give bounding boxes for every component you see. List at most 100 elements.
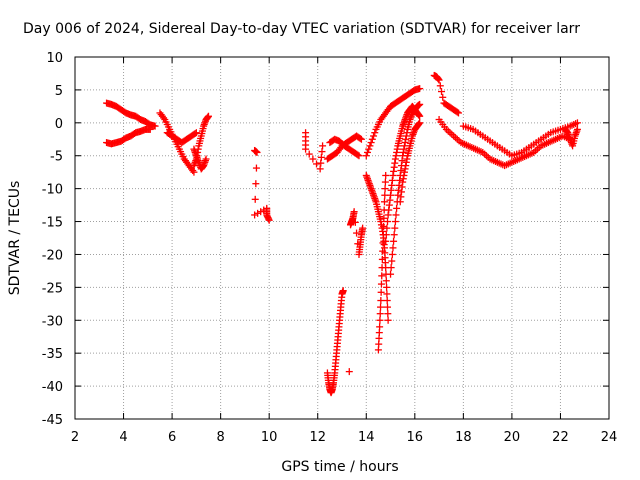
data-point xyxy=(367,139,375,147)
data-point xyxy=(351,218,359,226)
y-tick-label: 10 xyxy=(46,51,63,66)
data-point xyxy=(251,211,259,219)
y-tick-label: -10 xyxy=(42,183,63,198)
data-point xyxy=(387,264,395,272)
data-point xyxy=(438,88,446,96)
y-tick-label: -40 xyxy=(42,380,63,395)
data-point xyxy=(189,167,197,175)
data-point xyxy=(383,290,391,298)
data-point xyxy=(416,85,424,93)
data-point xyxy=(160,114,168,122)
y-tick-label: -25 xyxy=(42,281,63,296)
data-point xyxy=(388,257,396,265)
data-point xyxy=(384,303,392,311)
data-point xyxy=(252,164,260,172)
data-point xyxy=(391,218,399,226)
data-point xyxy=(363,148,371,156)
data-point xyxy=(384,310,392,318)
data-point xyxy=(151,122,159,130)
data-point xyxy=(384,218,392,226)
data-point xyxy=(416,112,424,120)
data-point xyxy=(377,288,385,296)
data-point xyxy=(389,244,397,252)
y-tick-label: -45 xyxy=(42,413,63,428)
data-point xyxy=(381,185,389,193)
data-point xyxy=(202,155,210,163)
data-point xyxy=(377,297,385,305)
data-point xyxy=(393,204,401,212)
data-point xyxy=(455,109,463,117)
data-point xyxy=(573,125,581,133)
x-tick-label: 22 xyxy=(552,430,569,445)
data-point xyxy=(384,316,392,324)
x-tick-label: 14 xyxy=(358,430,375,445)
data-point xyxy=(416,119,424,127)
data-point xyxy=(388,250,396,258)
x-tick-label: 10 xyxy=(261,430,278,445)
data-point xyxy=(416,100,424,108)
data-point xyxy=(302,145,310,153)
data-point xyxy=(382,231,390,239)
data-point xyxy=(439,93,447,101)
data-point xyxy=(391,224,399,232)
data-point xyxy=(350,208,358,216)
data-point xyxy=(190,168,198,176)
data-point xyxy=(380,214,388,222)
axis-ticks: 2 4 6 8 10 12 14 16 18 20 22 241050-5-10-15-20-25-3… xyxy=(42,51,618,445)
data-point xyxy=(370,132,378,140)
data-point xyxy=(355,152,363,160)
y-tick-label: -15 xyxy=(42,216,63,231)
data-point xyxy=(371,129,379,137)
data-point xyxy=(383,297,391,305)
x-tick-label: 6 xyxy=(168,430,176,445)
y-tick-label: 5 xyxy=(55,84,63,99)
data-point xyxy=(345,368,353,376)
y-tick-label: -5 xyxy=(50,150,63,165)
data-point xyxy=(252,180,260,188)
data-point xyxy=(383,224,391,232)
data-point xyxy=(380,198,388,206)
data-point xyxy=(435,76,443,84)
data-point xyxy=(265,216,273,224)
data-point xyxy=(366,142,374,150)
data-point xyxy=(378,255,386,263)
data-point xyxy=(192,129,200,137)
data-point xyxy=(368,135,376,143)
data-point xyxy=(254,209,262,217)
data-point xyxy=(362,152,370,160)
y-tick-label: -20 xyxy=(42,248,63,263)
data-point xyxy=(205,112,212,120)
x-axis-label: GPS time / hours xyxy=(281,459,398,475)
data-point xyxy=(573,119,581,127)
data-point xyxy=(376,310,384,318)
data-point xyxy=(377,303,385,311)
data-point xyxy=(390,231,398,239)
grid xyxy=(75,57,609,419)
data-point xyxy=(382,237,390,245)
x-tick-label: 16 xyxy=(407,430,424,445)
data-point xyxy=(339,287,347,295)
data-point xyxy=(379,247,387,255)
y-tick-label: 0 xyxy=(55,117,63,132)
data-point xyxy=(376,323,384,331)
data-point xyxy=(253,148,261,156)
x-tick-label: 24 xyxy=(601,430,618,445)
data-point xyxy=(365,145,373,153)
data-point xyxy=(382,171,390,179)
x-tick-label: 4 xyxy=(119,430,127,445)
data-point xyxy=(359,224,367,232)
data-point xyxy=(319,142,327,150)
data-points xyxy=(103,71,581,397)
y-tick-label: -30 xyxy=(42,314,63,329)
data-point xyxy=(354,151,362,159)
data-point xyxy=(436,82,444,90)
data-point xyxy=(376,316,384,324)
data-point xyxy=(309,155,317,163)
y-tick-label: -35 xyxy=(42,347,63,362)
data-point xyxy=(382,277,390,285)
x-tick-label: 12 xyxy=(309,430,326,445)
x-tick-label: 2 xyxy=(71,430,79,445)
plot-frame xyxy=(74,56,610,420)
x-tick-label: 8 xyxy=(216,430,224,445)
